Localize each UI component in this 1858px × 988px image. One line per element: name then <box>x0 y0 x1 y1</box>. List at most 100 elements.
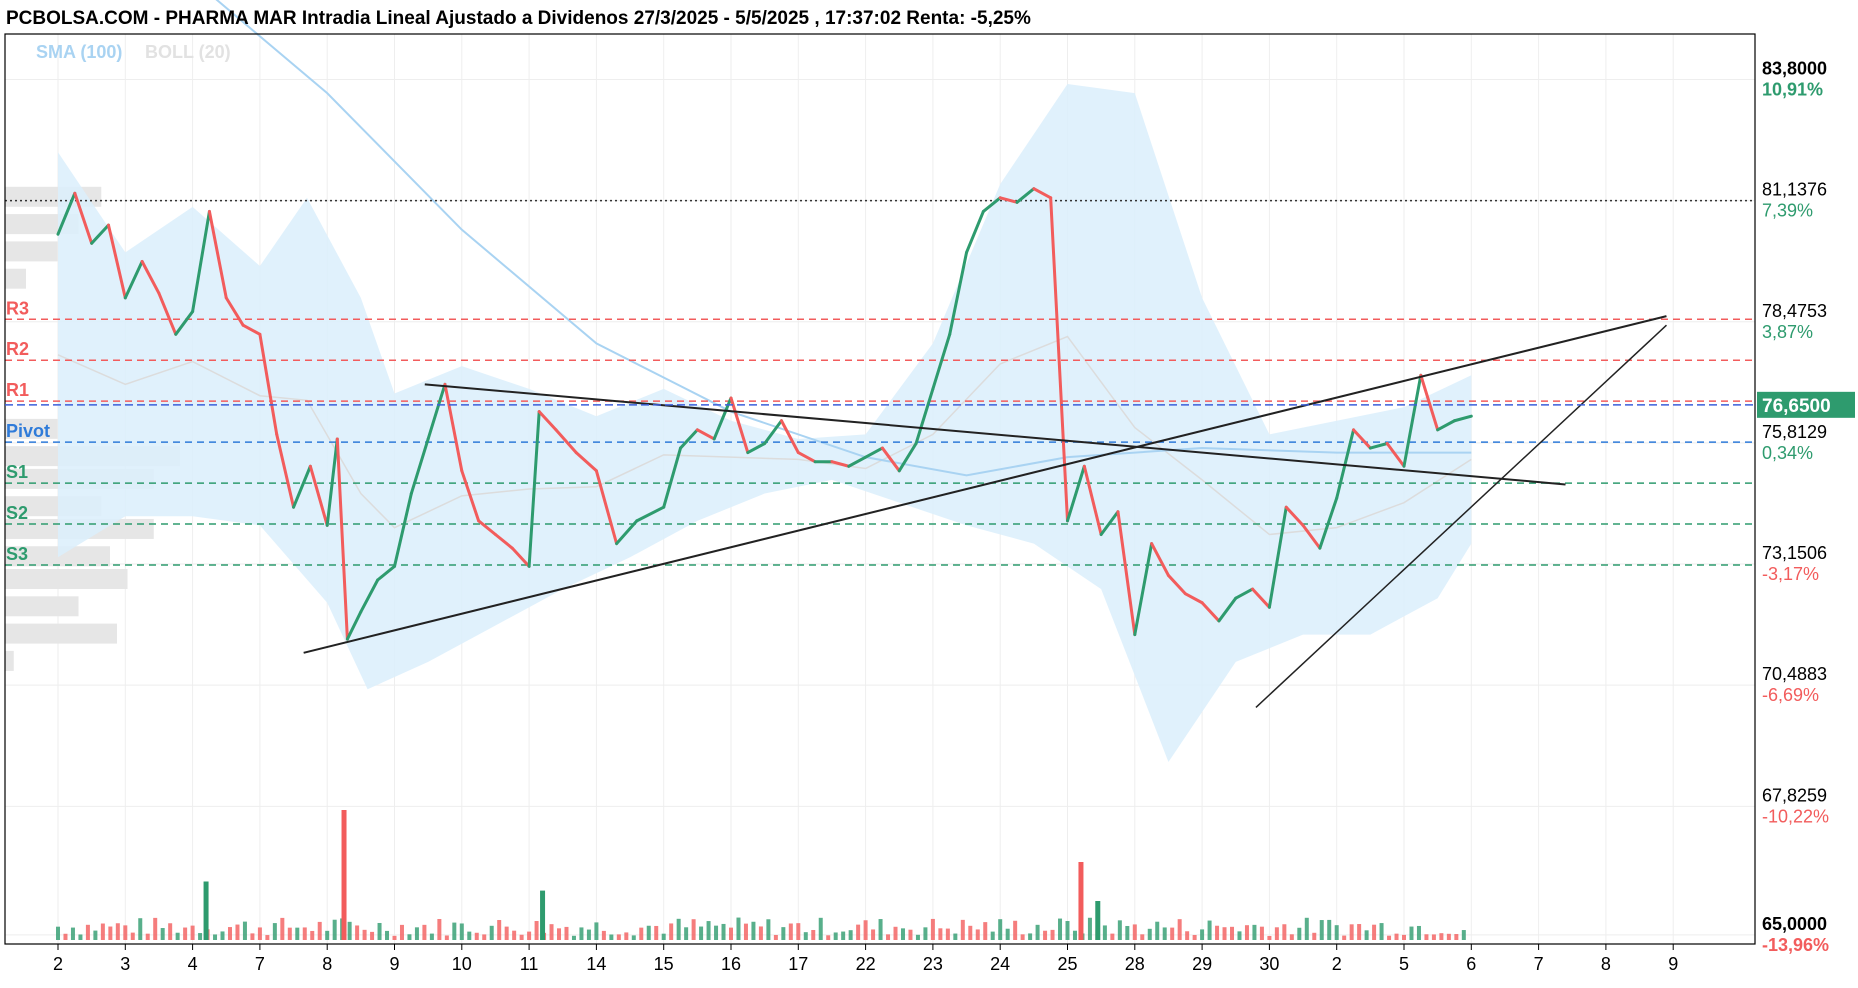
volume-bar <box>399 924 404 940</box>
volume-bar <box>729 927 733 940</box>
volume-spike <box>203 881 209 940</box>
volume-bar <box>1327 919 1332 940</box>
volume-bar <box>908 929 913 940</box>
volume-bar <box>639 927 644 940</box>
price-segment <box>292 464 312 509</box>
volume-bar <box>1222 927 1227 940</box>
x-tick-label: 9 <box>1668 954 1678 974</box>
price-segment <box>1234 587 1255 600</box>
volume-bar <box>534 921 539 940</box>
price-segment <box>796 451 817 464</box>
y-tick-label: 75,8129 <box>1762 422 1827 442</box>
price-segment <box>224 296 245 327</box>
price-segment <box>308 464 329 527</box>
volume-bar <box>1147 928 1152 940</box>
volume-bar <box>1439 933 1444 940</box>
volume-bar <box>392 935 397 940</box>
y-tick-percent: 0,34% <box>1762 443 1813 463</box>
volume-bar <box>945 928 950 940</box>
volume-bar <box>594 922 599 940</box>
price-segment <box>594 469 619 546</box>
volume-bar <box>310 930 315 940</box>
volume-bar <box>407 934 412 940</box>
volume-bar <box>788 923 793 940</box>
price-segment <box>1217 596 1238 623</box>
price-segment <box>460 469 481 523</box>
legend-sma: SMA (100) <box>36 42 122 62</box>
volume-bar <box>504 926 509 940</box>
x-tick-label: 5 <box>1399 954 1409 974</box>
volume-profile-bar <box>5 569 128 589</box>
price-segment <box>207 209 228 300</box>
volume-bar <box>1289 934 1294 940</box>
price-segment <box>393 492 413 568</box>
x-tick-label: 24 <box>990 954 1010 974</box>
volume-bar <box>1379 923 1384 940</box>
volume-bar <box>923 927 928 940</box>
volume-bar <box>459 923 464 940</box>
volume-bar <box>519 934 524 940</box>
volume-bar <box>609 934 614 940</box>
volume-bar <box>818 917 823 940</box>
volume-bar <box>953 933 958 940</box>
volume-bar <box>766 919 771 940</box>
price-segment <box>1436 419 1456 432</box>
volume-bar <box>1155 921 1160 940</box>
pivot-levels: R3 R2 R1 Pivot S1 S2 S3 <box>5 199 1755 566</box>
volume-bar <box>1387 935 1392 940</box>
volume-bar <box>452 922 457 940</box>
volume-bar <box>235 924 240 940</box>
volume-bar <box>938 928 943 940</box>
volume-bar <box>714 925 719 940</box>
volume-profile-bar <box>5 546 110 567</box>
level-label-r2: R2 <box>6 339 29 359</box>
volume-bar <box>1065 921 1070 940</box>
price-segment <box>345 610 363 641</box>
volume-bar <box>385 930 390 940</box>
y-tick-percent: -6,69% <box>1762 685 1819 705</box>
y-tick-label: 67,8259 <box>1762 785 1827 805</box>
volume-bar <box>1237 931 1242 940</box>
volume-bar <box>848 930 853 940</box>
price-segment <box>140 260 161 295</box>
price-segment <box>73 191 94 245</box>
volume-bar <box>826 935 831 940</box>
volume-bar <box>930 918 935 940</box>
chart-frame <box>4 33 1756 945</box>
volume-bar <box>616 934 621 940</box>
price-segment <box>527 410 541 568</box>
volume-bar <box>272 923 277 940</box>
volume-bar <box>803 932 808 940</box>
volume-bar <box>497 920 502 940</box>
volume-bar <box>220 931 225 940</box>
volume-bar <box>1446 933 1451 940</box>
volume-bar <box>422 924 427 940</box>
volume-bar <box>699 926 704 940</box>
price-segment <box>615 519 639 546</box>
price-segment <box>157 291 178 336</box>
price-segment <box>325 437 339 527</box>
volume-bar <box>265 935 270 940</box>
volume-bar <box>63 933 68 940</box>
last-price-marker: 76,6500 <box>5 391 1855 418</box>
price-segment <box>106 223 127 300</box>
volume-bar <box>1110 933 1115 940</box>
volume-bar <box>669 923 674 940</box>
volume-bar <box>377 922 382 940</box>
x-tick-label: 23 <box>923 954 943 974</box>
volume-bar <box>280 917 285 940</box>
volume-bar <box>190 925 195 940</box>
price-segment <box>1352 428 1372 450</box>
volume-spike <box>1078 862 1084 940</box>
volume-bar <box>833 932 838 940</box>
y-tick-percent: -10,22% <box>1762 806 1829 826</box>
volume-bar <box>295 927 300 940</box>
volume-bar <box>1185 931 1190 940</box>
y-tick-label: 78,4753 <box>1762 301 1827 321</box>
volume-bar <box>758 926 763 940</box>
price-segment <box>1049 196 1069 523</box>
last-price-badge <box>1757 391 1855 418</box>
price-segment <box>914 387 935 445</box>
price-segment <box>662 446 683 509</box>
